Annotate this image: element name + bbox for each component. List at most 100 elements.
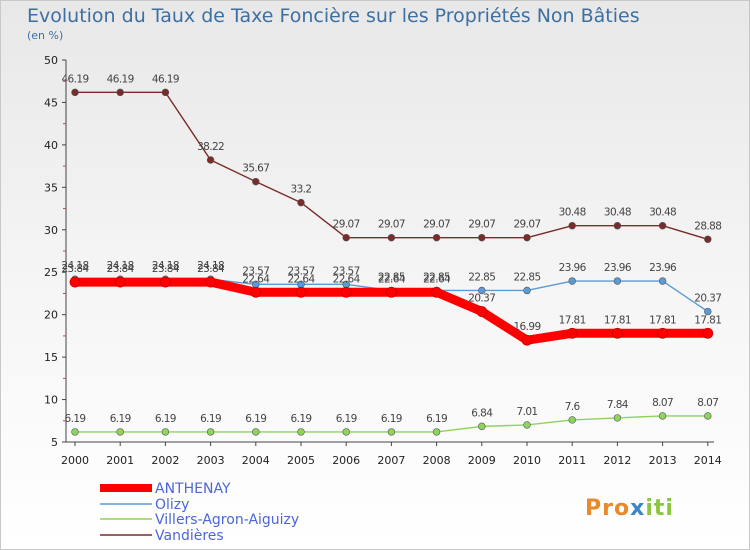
data-point-vandi-res	[161, 88, 170, 97]
data-label-vandi-res: 30.48	[649, 207, 676, 219]
series-layer	[69, 88, 714, 436]
data-labels: 23.84 23.84 23.84 23.84 22.64 22.64 22.64 22.64…	[61, 73, 721, 425]
data-label-villers-agron-aiguizy: 8.07	[697, 397, 718, 409]
data-point-villers-agron-aiguizy	[704, 412, 712, 420]
data-label-villers-agron-aiguizy: 7.01	[517, 406, 538, 418]
data-label-olizy: 24.18	[152, 260, 179, 272]
data-label-villers-agron-aiguizy: 6.19	[291, 413, 312, 425]
data-label-olizy: 22.85	[513, 271, 540, 283]
data-point-anthenay	[612, 327, 623, 339]
data-point-anthenay	[657, 327, 668, 339]
y-tick-label: 5	[51, 436, 58, 449]
data-label-olizy: 23.96	[559, 262, 587, 274]
logo-letter: P	[585, 496, 602, 521]
data-point-vandi-res	[206, 156, 215, 164]
y-tick-label: 35	[44, 181, 58, 194]
x-tick-label: 2013	[649, 454, 677, 467]
data-point-anthenay	[702, 327, 714, 339]
data-label-villers-agron-aiguizy: 6.19	[110, 413, 131, 425]
data-point-vandi-res	[297, 198, 305, 207]
data-point-villers-agron-aiguizy	[613, 414, 622, 422]
data-point-vandi-res	[523, 233, 531, 242]
data-point-anthenay	[431, 286, 443, 298]
data-point-villers-agron-aiguizy	[478, 422, 486, 431]
data-point-anthenay	[205, 276, 217, 288]
x-tick-label: 2011	[558, 454, 586, 467]
x-tick-label: 2003	[197, 454, 225, 467]
data-label-anthenay: 22.64	[287, 273, 315, 285]
x-tick-label: 2006	[332, 454, 360, 467]
data-point-vandi-res	[613, 222, 622, 230]
y-tick-label: 10	[44, 394, 58, 407]
data-point-vandi-res	[568, 222, 576, 230]
data-label-villers-agron-aiguizy: 7.6	[565, 401, 581, 413]
data-point-anthenay	[159, 276, 171, 288]
data-label-villers-agron-aiguizy: 6.19	[381, 413, 402, 425]
data-label-vandi-res: 29.07	[333, 219, 360, 231]
data-point-vandi-res	[342, 233, 350, 242]
legend-label-anthenay: ANTHENAY	[155, 481, 231, 497]
data-label-villers-agron-aiguizy: 6.19	[336, 413, 357, 425]
data-label-anthenay: 23.84	[107, 263, 135, 275]
data-point-anthenay	[295, 286, 307, 298]
data-point-anthenay	[385, 286, 397, 298]
data-point-villers-agron-aiguizy	[342, 428, 350, 436]
data-point-villers-agron-aiguizy	[252, 428, 260, 436]
logo-letter: r	[602, 496, 614, 521]
data-point-vandi-res	[71, 88, 79, 97]
data-label-olizy: 23.57	[333, 265, 360, 277]
data-label-olizy: 23.96	[604, 262, 632, 274]
data-point-villers-agron-aiguizy	[71, 428, 79, 436]
data-label-anthenay: 22.64	[378, 273, 406, 285]
logo-letter: x	[630, 496, 645, 521]
y-tick-label: 40	[44, 139, 58, 152]
data-label-anthenay: 17.81	[649, 314, 676, 326]
data-label-vandi-res: 29.07	[378, 219, 405, 231]
x-tick-label: 2002	[151, 454, 179, 467]
data-label-anthenay: 22.64	[333, 273, 361, 285]
y-tick-label: 15	[44, 351, 58, 364]
x-tick-label: 2008	[423, 454, 451, 467]
data-label-villers-agron-aiguizy: 6.19	[426, 413, 447, 425]
data-point-villers-agron-aiguizy	[297, 428, 305, 436]
data-label-olizy: 22.85	[468, 271, 495, 283]
data-point-anthenay	[566, 327, 578, 339]
data-label-villers-agron-aiguizy: 6.19	[200, 413, 221, 425]
axes: 5 10 15 20 25 30 35 40 45 50 2000 2001 2002 2003 2004 2…	[44, 54, 722, 467]
y-tick-label: 50	[44, 54, 58, 67]
data-point-villers-agron-aiguizy	[387, 428, 396, 436]
data-label-villers-agron-aiguizy: 8.07	[652, 397, 673, 409]
data-label-olizy: 23.57	[242, 265, 269, 277]
x-tick-label: 2010	[513, 454, 541, 467]
data-label-vandi-res: 30.48	[604, 207, 631, 219]
data-label-anthenay: 23.84	[197, 263, 225, 275]
data-label-anthenay: 22.64	[242, 273, 270, 285]
data-label-olizy: 20.37	[694, 293, 721, 305]
data-point-anthenay	[114, 276, 126, 288]
data-label-vandi-res: 29.07	[468, 219, 495, 231]
data-point-vandi-res	[704, 235, 712, 243]
data-point-olizy	[568, 277, 576, 285]
data-point-anthenay	[476, 306, 488, 317]
y-tick-label: 45	[44, 96, 58, 109]
data-point-vandi-res	[387, 233, 396, 242]
logo-letter: t	[654, 496, 666, 521]
data-point-villers-agron-aiguizy	[432, 428, 441, 436]
data-label-vandi-res: 28.88	[694, 220, 721, 232]
data-point-vandi-res	[478, 233, 486, 242]
data-point-vandi-res	[116, 88, 124, 97]
data-label-olizy: 22.85	[423, 271, 450, 283]
x-tick-label: 2005	[287, 454, 315, 467]
data-label-anthenay: 16.99	[513, 321, 540, 333]
data-point-olizy	[613, 277, 622, 285]
chart-subtitle: (en %)	[27, 29, 63, 42]
data-point-olizy	[478, 286, 486, 295]
data-point-villers-agron-aiguizy	[658, 412, 667, 420]
data-label-villers-agron-aiguizy: 6.84	[471, 407, 493, 419]
chart-title: Evolution du Taux de Taxe Foncière sur l…	[27, 5, 640, 27]
data-point-anthenay	[340, 286, 352, 298]
data-point-anthenay	[521, 334, 533, 346]
data-label-vandi-res: 46.19	[152, 73, 179, 85]
logo-letter: i	[645, 496, 654, 521]
data-point-anthenay	[69, 276, 81, 288]
